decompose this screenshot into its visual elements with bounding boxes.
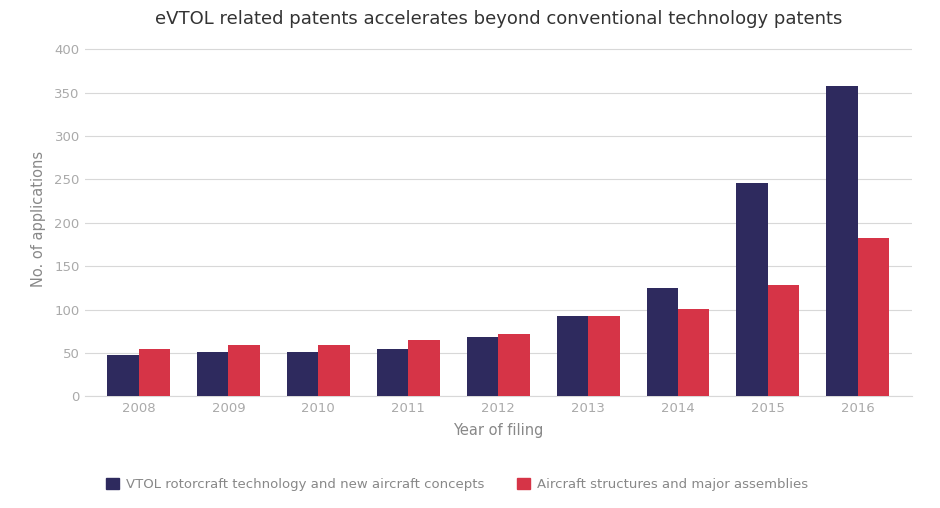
Bar — [736, 183, 768, 396]
Bar — [377, 348, 408, 396]
Bar — [588, 315, 619, 396]
Bar — [678, 309, 710, 396]
X-axis label: Year of filing: Year of filing — [453, 423, 543, 438]
Bar — [556, 315, 588, 396]
Bar — [408, 340, 440, 396]
Bar — [228, 345, 260, 396]
Bar — [107, 356, 138, 396]
Bar — [826, 86, 858, 396]
Bar — [498, 334, 529, 396]
Bar — [197, 352, 228, 396]
Bar — [858, 238, 889, 396]
Bar — [467, 337, 498, 396]
Bar — [319, 345, 350, 396]
Legend: VTOL rotorcraft technology and new aircraft concepts, Aircraft structures and ma: VTOL rotorcraft technology and new aircr… — [101, 473, 813, 496]
Bar — [138, 350, 170, 396]
Bar — [647, 288, 678, 396]
Bar — [287, 352, 319, 396]
Y-axis label: No. of applications: No. of applications — [31, 150, 46, 287]
Title: eVTOL related patents accelerates beyond conventional technology patents: eVTOL related patents accelerates beyond… — [154, 10, 842, 28]
Bar — [768, 285, 799, 396]
